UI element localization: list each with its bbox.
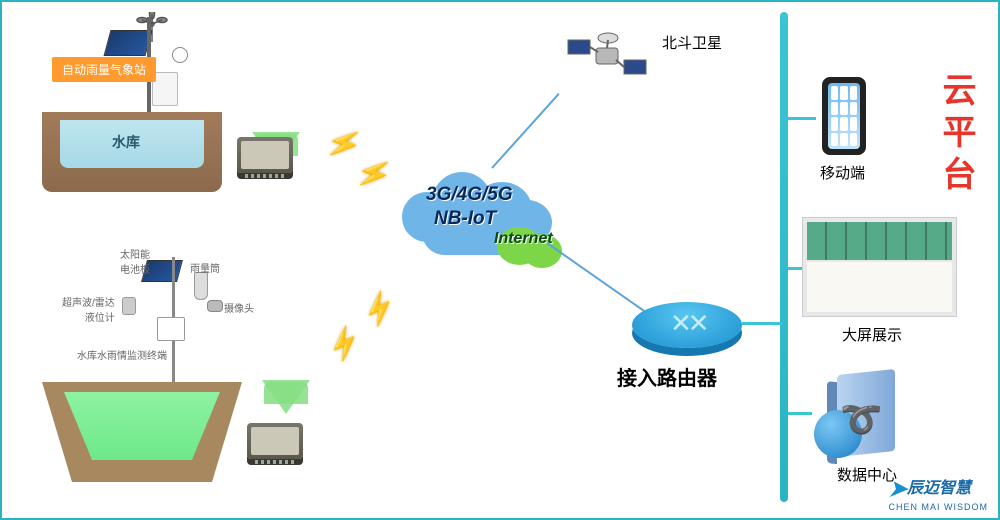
- router-label: 接入路由器: [617, 362, 717, 391]
- brand-zh: 辰迈智慧: [907, 480, 971, 497]
- router-icon: ✕✕: [632, 302, 742, 348]
- rain-gauge-icon: [194, 272, 208, 300]
- camera-icon: [172, 47, 188, 63]
- wireless-link-icon: ⚡: [322, 321, 368, 366]
- link-line: [742, 322, 782, 325]
- solar-panel-icon: [104, 30, 153, 56]
- rtu-module-icon: [247, 423, 303, 459]
- mobile-label: 移动端: [820, 162, 865, 183]
- system-topology-diagram: 自动雨量气象站 水库 太阳能 电池板 雨量筒 摄像头 超声波/雷达 液位计 水库…: [0, 0, 1000, 520]
- rtu-module-icon: [237, 137, 293, 173]
- reservoir-block: 水库: [42, 112, 222, 192]
- reservoir-label: 水库: [112, 132, 140, 152]
- wireless-link-icon: ⚡: [322, 122, 366, 165]
- solar-label: 太阳能 电池板: [120, 246, 150, 276]
- camera-label: 摄像头: [224, 300, 254, 315]
- callout-bubble: [262, 380, 310, 414]
- terminal-box-icon: [157, 317, 185, 341]
- bigscreen-label: 大屏展示: [842, 324, 902, 345]
- link-line: [788, 412, 812, 415]
- cloud-platform-title: 云平台: [932, 72, 981, 198]
- wireless-link-icon: ⚡: [357, 286, 403, 331]
- platform-bar: [780, 12, 788, 502]
- link-line: [788, 267, 802, 270]
- upload-arrow-icon: ➰: [840, 400, 882, 440]
- network-cloud: 3G/4G/5G NB-IoT Internet: [402, 172, 582, 252]
- terminal-label: 水库水雨情监测终端: [77, 347, 167, 362]
- link-line: [491, 93, 559, 169]
- mobile-phone-icon: [822, 77, 866, 155]
- cloud-line3: Internet: [494, 230, 553, 248]
- cloud-line1: 3G/4G/5G: [426, 184, 513, 206]
- ultrasonic-sensor-icon: [122, 297, 136, 315]
- brand-logo: ➤辰迈智慧 CHEN MAI WISDOM: [889, 474, 989, 512]
- green-reservoir-block: [42, 382, 242, 482]
- brand-en: CHEN MAI WISDOM: [889, 502, 989, 512]
- ultrasonic-label: 超声波/雷达 液位计: [62, 294, 115, 324]
- satellite-icon: [562, 22, 652, 97]
- cloud-line2: NB-IoT: [434, 208, 496, 230]
- link-line: [788, 117, 816, 120]
- satellite-label: 北斗卫星: [662, 32, 722, 53]
- rain-label: 雨量筒: [190, 260, 220, 275]
- control-room-icon: [802, 217, 957, 317]
- weather-station-label: 自动雨量气象站: [52, 57, 156, 82]
- wireless-link-icon: ⚡: [352, 152, 396, 195]
- camera-icon: [207, 300, 223, 312]
